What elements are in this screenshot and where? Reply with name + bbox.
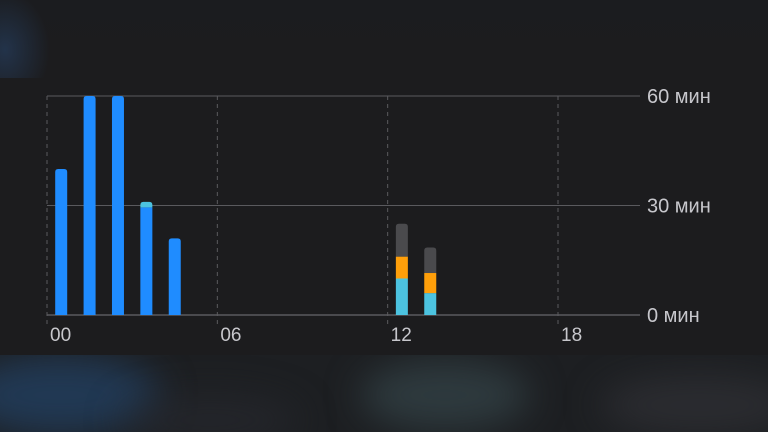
bar-segment-hour-1 — [83, 96, 96, 315]
bar-segment-hour-13 — [424, 273, 437, 294]
top-blurred-area — [0, 0, 768, 110]
screen-time-chart: 60 мин 30 мин 0 мин 00 06 12 18 — [46, 86, 711, 346]
bar-segment-hour-12 — [395, 223, 408, 257]
bar-segment-hour-2 — [111, 96, 124, 315]
x-tick-label-18: 18 — [561, 325, 582, 346]
bottom-blurred-area — [0, 355, 768, 432]
bar-segment-hour-0 — [55, 169, 68, 315]
x-tick-label-12: 12 — [391, 325, 412, 346]
bar-segment-hour-4 — [168, 238, 181, 315]
bar-segment-hour-13 — [424, 293, 437, 315]
x-axis-labels: 00 06 12 18 — [50, 325, 582, 346]
y-axis-labels: 60 мин 30 мин 0 мин — [647, 86, 711, 327]
bar-segment-hour-12 — [395, 278, 408, 315]
x-tick-label-00: 00 — [50, 325, 71, 346]
y-tick-label-0: 0 мин — [647, 305, 700, 327]
x-tick-label-06: 06 — [220, 325, 241, 346]
y-tick-label-60: 60 мин — [647, 86, 711, 108]
bars-layer — [55, 96, 437, 315]
blur-blob — [600, 375, 768, 432]
screen-time-chart-panel: 60 мин 30 мин 0 мин 00 06 12 18 — [0, 78, 768, 355]
blur-blob — [360, 360, 530, 430]
bar-segment-hour-3 — [140, 201, 153, 208]
grid-layer — [46, 95, 640, 325]
bar-segment-hour-12 — [395, 256, 408, 279]
bar-segment-hour-3 — [140, 207, 153, 315]
bar-segment-hour-13 — [424, 247, 437, 274]
y-tick-label-30: 30 мин — [647, 196, 711, 218]
blur-blob — [120, 395, 300, 432]
